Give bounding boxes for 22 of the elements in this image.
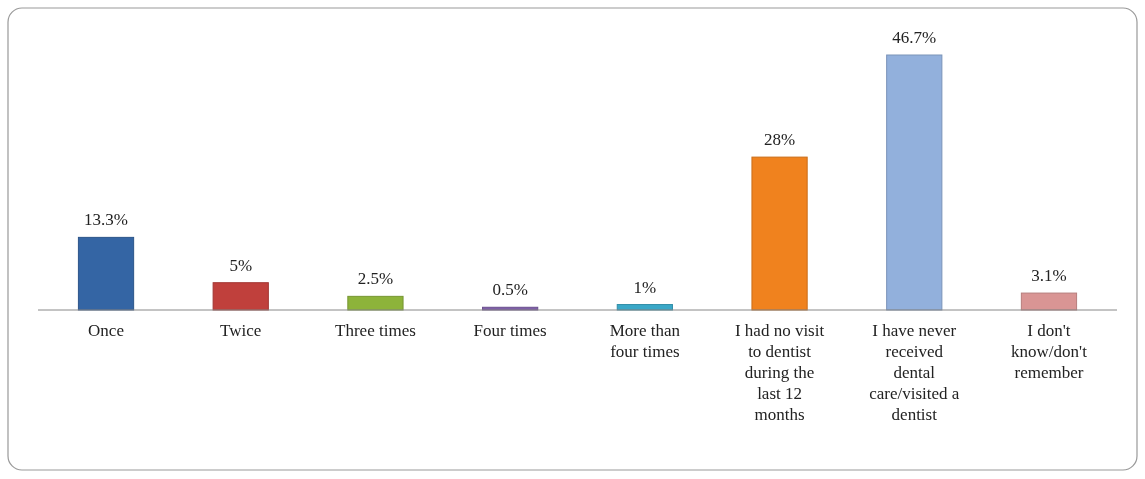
data-label: 3.1%: [1031, 266, 1067, 286]
x-tick-label: More than four times: [609, 321, 681, 361]
x-tick-label: Twice: [220, 321, 262, 340]
bar: [1020, 292, 1078, 311]
x-tick-label: I have never received dental care/visited a dentist: [869, 321, 960, 424]
x-tick-label: Three times: [335, 321, 416, 340]
data-label: 2.5%: [357, 269, 394, 289]
x-tick-label: I don't know/don't remember: [1011, 321, 1088, 382]
data-label: 1%: [633, 277, 657, 297]
data-label: 46.7%: [892, 28, 937, 47]
data-label: 13.3%: [84, 210, 128, 230]
data-label: 0.5%: [492, 280, 528, 300]
bar: [212, 282, 269, 311]
bar: [77, 236, 135, 311]
x-tick-label: Four times: [473, 321, 547, 340]
bar: [886, 54, 943, 311]
data-label: 28%: [763, 130, 796, 150]
x-tick-label: I had no visit to dentist during the last 12 months: [734, 321, 825, 424]
x-tick-label: Once: [88, 321, 124, 340]
bar: [347, 295, 404, 311]
data-label: 5%: [229, 255, 253, 275]
bar: [751, 156, 808, 311]
